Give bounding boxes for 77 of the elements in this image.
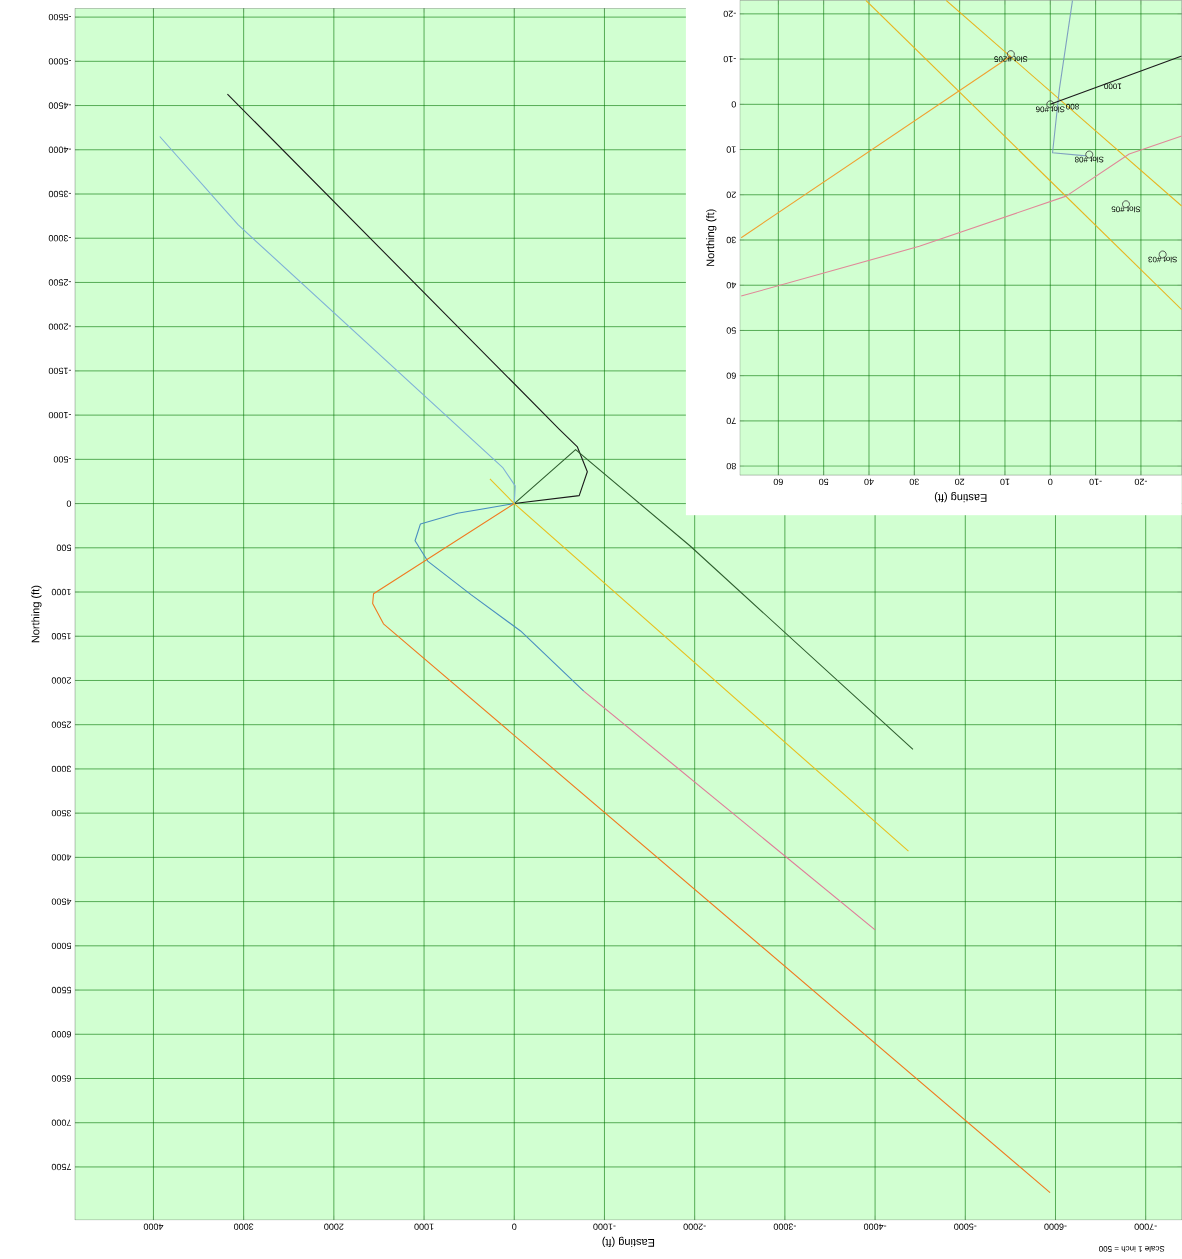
y-tick-label: 10 bbox=[726, 146, 736, 153]
y-tick-label: -2500 bbox=[48, 279, 71, 286]
y-tick-label: 5000 bbox=[51, 942, 72, 950]
y-tick-label: 50 bbox=[726, 327, 736, 334]
line-series bbox=[159, 135, 516, 505]
x-tick-label: 0 bbox=[512, 1223, 517, 1230]
annotation: Slot #08 bbox=[1074, 156, 1104, 163]
y-tick-label: 4500 bbox=[51, 898, 72, 905]
x-axis-title: Easting (ft) bbox=[602, 1236, 655, 1248]
line-series bbox=[226, 93, 588, 505]
y-axis-title: Northing (ft) bbox=[706, 209, 717, 266]
y-tick-label: 1000 bbox=[51, 588, 71, 596]
x-tick-label: -5000 bbox=[954, 1223, 977, 1230]
x-tick-label: 1000 bbox=[414, 1223, 434, 1230]
y-tick-label: 80 bbox=[726, 462, 736, 470]
line-series bbox=[1051, 0, 1087, 157]
line-series bbox=[414, 503, 585, 692]
y-tick-label: 7000 bbox=[51, 1119, 71, 1126]
y-tick-label: 70 bbox=[726, 417, 736, 425]
y-tick-label: 20 bbox=[726, 191, 736, 198]
y-tick-label: -1000 bbox=[48, 411, 71, 419]
x-tick-label: 2000 bbox=[324, 1223, 344, 1230]
y-tick-label: 2500 bbox=[51, 721, 71, 728]
y-tick-label: 500 bbox=[56, 544, 72, 551]
y-tick-label: -2000 bbox=[48, 323, 71, 330]
y-tick-label: 0 bbox=[66, 500, 72, 507]
x-tick-label: 20 bbox=[954, 478, 965, 486]
x-axis-title: Easting (ft) bbox=[934, 491, 987, 503]
y-tick-label: -3500 bbox=[48, 190, 71, 198]
y-tick-label: 30 bbox=[726, 236, 736, 244]
y-tick-label: -500 bbox=[53, 456, 71, 463]
x-tick-label: 30 bbox=[909, 478, 919, 486]
y-tick-label: -5000 bbox=[48, 58, 71, 65]
y-tick-label: 6500 bbox=[51, 1075, 71, 1082]
y-tick-label: -3000 bbox=[48, 235, 71, 242]
annotation: Slot #06 bbox=[1035, 106, 1065, 113]
annotation: Slot #03 bbox=[1148, 256, 1177, 263]
x-tick-label: -10 bbox=[1089, 478, 1102, 486]
y-tick-label: -4000 bbox=[48, 146, 71, 153]
x-tick-label: 4000 bbox=[143, 1223, 164, 1230]
annotation: Slot #05 bbox=[1111, 206, 1141, 213]
y-tick-label: 3000 bbox=[51, 765, 72, 773]
y-tick-label: -1500 bbox=[48, 367, 71, 375]
x-tick-label: -2000 bbox=[683, 1223, 706, 1230]
y-tick-label: 4000 bbox=[51, 854, 72, 861]
annotation: 800 bbox=[1066, 103, 1079, 110]
y-tick-label: 7500 bbox=[51, 1163, 71, 1171]
y-axis-title: Northing (ft) bbox=[31, 585, 42, 643]
x-tick-label: -6000 bbox=[1044, 1223, 1067, 1230]
line-series bbox=[372, 503, 1051, 1194]
y-tick-label: 40 bbox=[726, 282, 737, 289]
y-tick-label: -5500 bbox=[48, 13, 71, 21]
x-tick-label: -4000 bbox=[863, 1223, 887, 1230]
x-tick-label: 50 bbox=[818, 478, 829, 486]
x-tick-label: 0 bbox=[1048, 478, 1053, 486]
y-tick-label: 60 bbox=[726, 372, 736, 379]
x-tick-label: 60 bbox=[773, 478, 783, 486]
x-tick-label: -3000 bbox=[773, 1223, 796, 1230]
annotation: Slot #205 bbox=[994, 56, 1028, 63]
text: Scale 1 inch = 500 bbox=[1099, 1246, 1165, 1252]
x-tick-label: -7000 bbox=[1134, 1223, 1157, 1230]
x-tick-label: 3000 bbox=[233, 1223, 254, 1230]
y-tick-label: -4500 bbox=[48, 102, 71, 109]
x-tick-label: 40 bbox=[864, 478, 874, 486]
y-tick-label: 6000 bbox=[51, 1031, 71, 1038]
x-tick-label: -20 bbox=[1134, 478, 1147, 486]
y-tick-label: 0 bbox=[731, 101, 736, 108]
x-tick-label: 10 bbox=[1000, 478, 1010, 486]
y-tick-label: -20 bbox=[723, 10, 736, 18]
annotation: 1000 bbox=[1104, 83, 1122, 90]
y-tick-label: -10 bbox=[723, 55, 736, 63]
y-tick-label: 5500 bbox=[51, 986, 72, 994]
x-tick-label: -1000 bbox=[593, 1223, 616, 1230]
y-tick-label: 1500 bbox=[51, 633, 71, 640]
line-series bbox=[740, 135, 1182, 297]
y-tick-label: 3500 bbox=[51, 809, 72, 817]
y-tick-label: 2000 bbox=[51, 677, 71, 684]
